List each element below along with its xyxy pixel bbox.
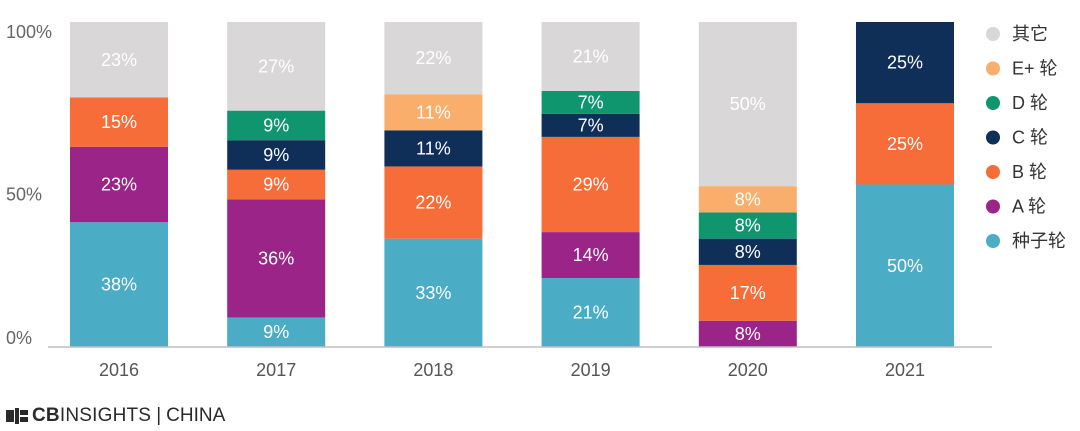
data-label: 21% [573,303,609,323]
stacked-bar-chart: 100% 50% 0% 38% 23% 15% 23% 9% 36% 9% 9% 9% 27% 33% 2… [6,22,1066,380]
data-label: 8% [735,216,761,236]
bar-segment [227,110,326,141]
data-label: 50% [730,94,766,114]
bar-segment [384,130,483,167]
data-label: 11% [416,138,451,158]
x-tick-label: 2020 [728,360,768,380]
x-tick-label: 2016 [99,360,139,380]
y-axis-labels: 100% 50% 0% [6,22,52,348]
y-tick-label: 50% [6,185,42,205]
bar-segment [698,320,797,347]
x-tick-label: 2019 [571,360,611,380]
bar-segment [541,278,640,347]
legend-label: 其它 [1012,24,1048,44]
bar-segment [698,238,797,265]
data-label: 9% [263,145,289,165]
x-tick-label: 2017 [256,360,296,380]
bar-segment [70,97,168,147]
bar-segment [227,140,326,170]
data-label: 22% [415,48,451,68]
bar-segment [698,212,797,239]
legend-label: 种子轮 [1012,231,1066,251]
bar-segment [384,238,483,347]
data-label: 25% [887,53,923,73]
data-label: 17% [730,283,766,303]
brand-separator: | [156,405,162,426]
y-tick-label: 100% [6,22,52,42]
legend-marker [986,61,1000,76]
cbinsights-logo-icon [6,408,28,424]
bar-segment [541,136,640,233]
x-tick-label: 2018 [413,360,453,380]
data-label: 9% [263,115,289,135]
bar-segment [384,22,483,95]
bar-segment [70,22,168,98]
legend-marker [986,165,1000,179]
x-axis-labels: 2016 2017 2018 2019 2020 2021 [99,360,925,380]
data-label: 27% [258,56,294,76]
bar-segment [856,22,954,104]
data-label: 15% [101,112,137,132]
data-label: 8% [735,242,761,262]
legend-label: A 轮 [1012,197,1046,217]
bar-segment [384,94,483,131]
bar-segment [541,232,640,279]
data-label: 29% [573,175,609,195]
data-label: 50% [887,256,923,276]
legend-label: D 轮 [1012,93,1048,113]
bar-segment [856,184,954,347]
data-label: 9% [263,322,289,342]
bar-segment [384,166,483,239]
bar-segment [227,317,326,347]
data-label: 25% [887,134,923,154]
x-tick-label: 2021 [885,360,925,380]
bar-segment [541,22,640,91]
data-label: 21% [573,46,609,66]
data-label: 7% [578,92,604,112]
bar-segment [541,90,640,114]
data-label: 33% [415,283,451,303]
legend-label: B 轮 [1012,162,1047,182]
brand-name: CBINSIGHTS [32,405,152,426]
data-label: 8% [735,324,761,344]
legend-marker [986,27,1000,41]
data-label: 38% [101,275,137,295]
bar-segment [698,264,797,321]
bar-segment [698,186,797,213]
cbinsights-china-logo: CBINSIGHTS | CHINA [6,404,225,428]
bar-segment [227,199,326,318]
data-label: 8% [735,189,761,209]
data-label: 23% [101,50,137,70]
bars: 38% 23% 15% 23% 9% 36% 9% 9% 9% 27% 33% 22% 11% 11% 22… [70,22,954,347]
bar-segment [227,22,326,111]
bar-segment [227,169,326,200]
legend-marker [986,130,1000,145]
bar-segment [856,103,954,185]
y-tick-label: 0% [6,328,32,348]
legend-label: E+ 轮 [1012,59,1058,79]
bar-segment [541,113,640,137]
legend-label: C 轮 [1012,128,1048,148]
bar-segment [70,222,168,347]
bar-segment [70,146,168,223]
legend-marker [986,199,1000,214]
data-label: 14% [573,245,609,265]
data-label: 23% [101,175,137,195]
brand-region: CHINA [166,405,226,426]
legend-marker [986,234,1000,248]
data-label: 9% [263,175,289,195]
data-label: 36% [258,248,294,268]
data-label: 7% [578,115,604,135]
data-label: 11% [416,102,451,122]
legend-marker [986,96,1000,110]
bar-segment [698,22,797,187]
data-label: 22% [415,193,451,213]
